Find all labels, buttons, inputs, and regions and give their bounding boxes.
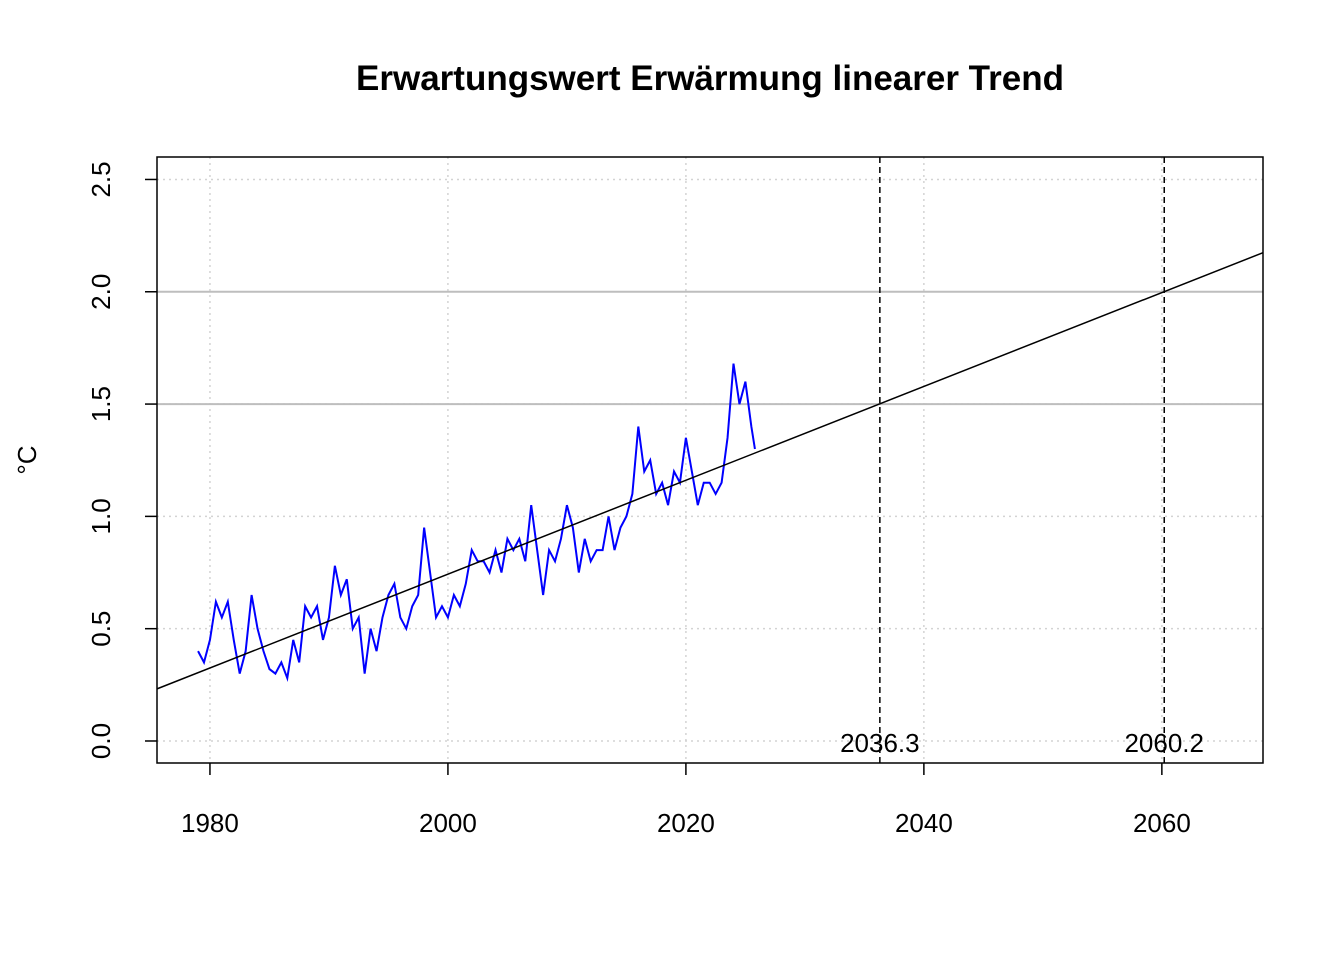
plot-frame [156, 156, 1264, 764]
y-tick-label: 0.0 [86, 723, 116, 759]
threshold-label: 2036.3 [840, 728, 920, 758]
x-tick-label: 2040 [895, 808, 953, 838]
y-tick-label: 1.5 [86, 386, 116, 422]
x-tick-label: 2060 [1133, 808, 1191, 838]
y-tick-label: 0.5 [86, 611, 116, 647]
y-tick-label: 2.0 [86, 274, 116, 310]
y-tick-label: 1.0 [86, 498, 116, 534]
x-tick-label: 1980 [181, 808, 239, 838]
y-axis-label: °C [12, 445, 42, 474]
x-tick-label: 2020 [657, 808, 715, 838]
data-line [197, 363, 756, 682]
y-tick-label: 2.5 [86, 161, 116, 197]
x-tick-label: 2000 [419, 808, 477, 838]
threshold-label: 2060.2 [1124, 728, 1204, 758]
chart-title: Erwartungswert Erwärmung linearer Trend [356, 59, 1064, 98]
trend-line [156, 251, 1264, 690]
